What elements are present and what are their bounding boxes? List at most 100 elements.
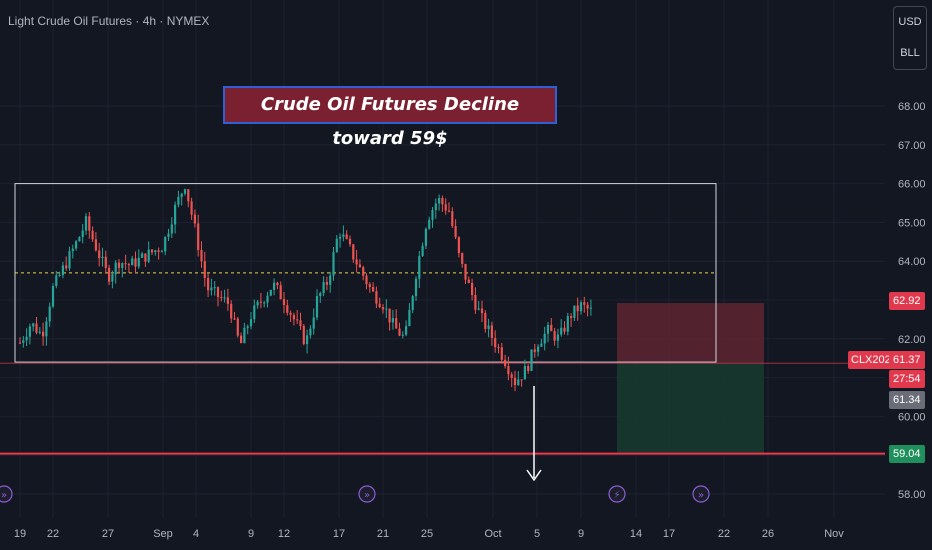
candle-body xyxy=(457,237,460,254)
candle-body xyxy=(517,379,520,386)
candle-body xyxy=(477,308,480,310)
candle-body xyxy=(117,262,121,268)
candle-body xyxy=(144,253,147,262)
candle-body xyxy=(355,259,358,265)
candle-body xyxy=(368,284,371,288)
stop-loss-zone xyxy=(617,303,764,364)
currency-label: USD xyxy=(898,16,922,28)
candle-body xyxy=(200,250,203,262)
candle-body xyxy=(279,285,282,300)
candle-body xyxy=(309,328,312,336)
candle-body xyxy=(282,299,286,306)
candle-body xyxy=(32,323,35,327)
candle-body xyxy=(94,239,97,251)
candle-body xyxy=(560,327,563,335)
candle-body xyxy=(45,321,48,337)
entry-price-tag: 62.92 xyxy=(889,292,925,310)
candle-body xyxy=(58,274,61,276)
unit-label: BLL xyxy=(900,47,920,59)
candle-body xyxy=(81,230,84,238)
target-price-tag: 59.04 xyxy=(889,445,925,463)
candle-body xyxy=(527,365,530,371)
candle-body xyxy=(441,197,444,205)
candle-body xyxy=(540,343,543,347)
candle-body xyxy=(431,210,434,220)
candle-body xyxy=(589,307,592,309)
event-glyph: » xyxy=(698,490,704,501)
candle-body xyxy=(183,189,187,194)
candle-body xyxy=(372,287,375,292)
candle-body xyxy=(124,263,127,265)
candle-body xyxy=(296,319,299,321)
y-tick-label: 62.00 xyxy=(898,334,926,346)
candle-body xyxy=(18,342,22,344)
candle-body xyxy=(84,216,88,231)
candle-body xyxy=(154,250,157,253)
candle-body xyxy=(114,262,117,275)
candle-body xyxy=(276,282,279,286)
y-tick-label: 68.00 xyxy=(898,101,926,113)
candle-body xyxy=(464,263,467,280)
candle-body xyxy=(315,296,319,318)
candle-body xyxy=(88,216,91,231)
candle-body xyxy=(570,316,573,318)
candle-body xyxy=(487,325,490,329)
x-tick-label: 22 xyxy=(47,528,59,540)
candle-body xyxy=(348,238,352,245)
candle-body xyxy=(230,303,233,319)
candle-body xyxy=(266,295,269,303)
x-tick-label: 21 xyxy=(377,528,389,540)
candle-body xyxy=(302,325,305,345)
candle-body xyxy=(579,302,583,312)
lightning-glyph: ⚡ xyxy=(613,490,620,501)
y-tick-label: 60.00 xyxy=(898,411,926,423)
candle-body xyxy=(312,317,315,329)
candle-body xyxy=(335,238,338,253)
x-tick-label: 26 xyxy=(762,528,774,540)
x-tick-label: 25 xyxy=(421,528,433,540)
y-tick-label: 58.00 xyxy=(898,489,926,501)
down-arrow-head xyxy=(526,469,542,482)
candle-body xyxy=(256,301,259,306)
currency-unit-selector[interactable]: USD BLL xyxy=(893,6,927,70)
x-tick-label: Sep xyxy=(153,528,173,540)
candle-body xyxy=(104,256,107,268)
bid-price-tag: 61.34 xyxy=(889,391,925,409)
candle-body xyxy=(530,349,533,371)
candle-body xyxy=(391,318,394,323)
candle-body xyxy=(68,251,71,269)
candle-body xyxy=(546,324,550,334)
candle-body xyxy=(504,359,507,367)
candle-body xyxy=(236,318,239,336)
candle-body xyxy=(342,234,345,237)
candle-body xyxy=(28,326,31,337)
candle-body xyxy=(494,338,497,348)
candle-body xyxy=(51,286,55,307)
candle-body xyxy=(484,313,487,329)
candle-body xyxy=(507,366,510,375)
y-tick-label: 65.00 xyxy=(898,217,926,229)
candle-body xyxy=(405,326,408,335)
candle-body xyxy=(213,287,216,289)
candle-body xyxy=(134,258,137,267)
candle-body xyxy=(65,265,68,269)
candle-body xyxy=(108,267,111,282)
candle-body xyxy=(471,282,474,295)
candle-body xyxy=(421,245,424,257)
x-tick-label: Nov xyxy=(824,528,844,540)
candle-body xyxy=(428,219,431,229)
x-tick-label: 12 xyxy=(278,528,290,540)
candle-body xyxy=(78,237,81,242)
candle-body xyxy=(461,253,464,264)
candle-body xyxy=(292,314,295,320)
candle-body xyxy=(401,334,404,336)
candle-body xyxy=(233,318,236,320)
candle-body xyxy=(223,297,226,299)
x-tick-label: 17 xyxy=(333,528,345,540)
candle-body xyxy=(101,256,104,259)
candle-body xyxy=(583,302,586,305)
candle-body xyxy=(553,331,556,341)
countdown-tag: 27:54 xyxy=(889,370,925,388)
